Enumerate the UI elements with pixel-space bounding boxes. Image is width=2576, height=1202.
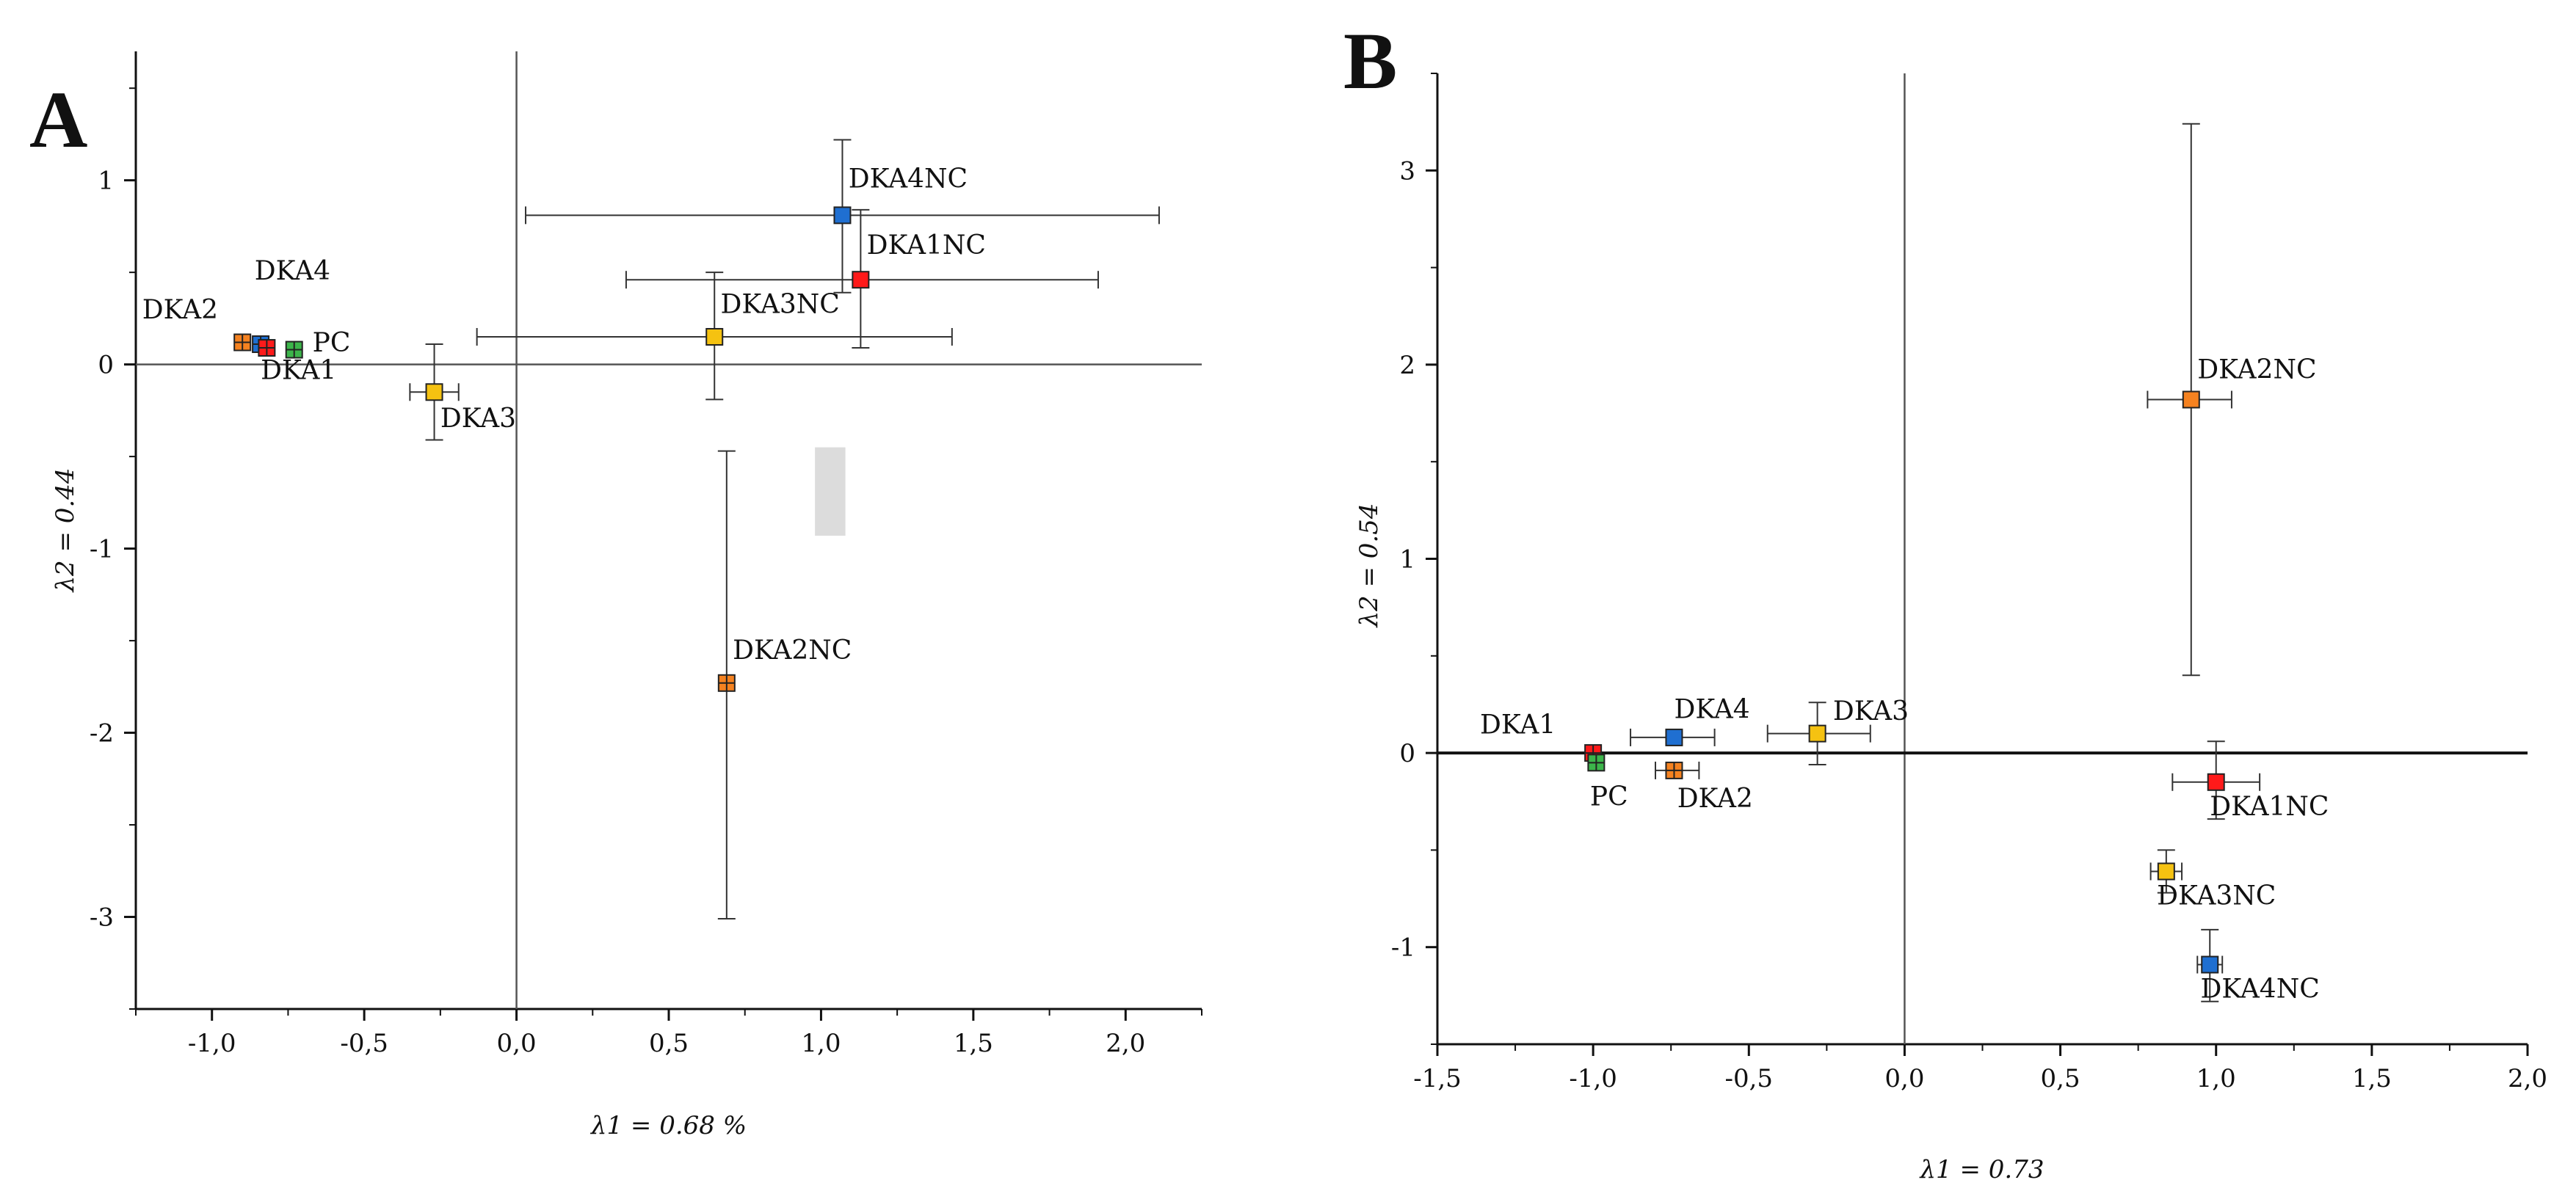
panel-b-x-tick-label: -1,5: [1413, 1064, 1462, 1093]
panel-b-dka4-label: DKA4: [1674, 694, 1749, 724]
panel-a-dka2nc-label: DKA2NC: [733, 635, 852, 666]
panel-b-pc-label: PC: [1590, 782, 1628, 812]
panel-b: B -1,5 -1,0 -0,5 0,0 0,5 1,0 1,5 2,0 3 2 1 0 -1 λ1 = 0…: [1343, 16, 2547, 1184]
panel-b-dka1nc-marker: [2207, 773, 2225, 791]
panel-b-dka2nc-marker: [2182, 390, 2200, 409]
panel-b-x-tick-label: 1,5: [2352, 1064, 2392, 1093]
panel-b-dka3-label: DKA3: [1833, 696, 1909, 726]
panel-a-dka3nc-label: DKA3NC: [721, 289, 840, 319]
panel-a-dka3nc-marker: [705, 327, 724, 346]
panel-b-x-tick-label: -0,5: [1725, 1064, 1774, 1093]
panel-a-y-tick-label: -2: [90, 719, 114, 748]
panel-a-y-tick-label: -1: [90, 535, 114, 564]
panel-a-x-tick-label: 2,0: [1106, 1029, 1145, 1058]
panel-b-dka1nc-label: DKA1NC: [2210, 792, 2329, 822]
panel-a: A -1,0 -0,5 0,0 0,5 1,0 1,5 2,0 1 0 -1 -2 -3 λ1 = 0.6…: [29, 51, 1202, 1140]
panel-b-y-axis-label: λ2 = 0.54: [1354, 503, 1384, 629]
panel-a-y-tick-label: 0: [98, 351, 114, 380]
panel-a-y-tick-label: -3: [90, 903, 114, 933]
panel-a-x-tick-label: 1,5: [954, 1029, 993, 1058]
panel-a-dka4-label: DKA4: [255, 256, 330, 286]
panel-b-x-tick-label: 1,0: [2196, 1064, 2236, 1093]
panel-b-x-axis-label: λ1 = 0.73: [1919, 1155, 2045, 1184]
panel-a-dka1nc-marker: [852, 271, 870, 289]
panel-a-y-axis-label: λ2 = 0.44: [51, 468, 80, 594]
panel-b-x-tick-label: 2,0: [2508, 1064, 2547, 1093]
panel-b-x-tick-label: -1,0: [1569, 1064, 1617, 1093]
panel-b-dka2-label: DKA2: [1677, 784, 1753, 814]
panel-a-dka1-label: DKA1: [261, 356, 336, 386]
panel-a-x-tick-label: -1,0: [188, 1029, 236, 1058]
panel-b-dka4-marker: [1665, 728, 1683, 746]
panel-b-dka4nc-marker: [2201, 955, 2219, 974]
panel-b-y-tick-label: 0: [1399, 739, 1415, 768]
panel-b-x-tick-label: 0,5: [2041, 1064, 2080, 1093]
panel-b-dka3nc-label: DKA3NC: [2157, 881, 2276, 911]
panel-b-y-tick-label: 3: [1399, 156, 1415, 186]
panel-a-x-axis-label: λ1 = 0.68 %: [589, 1111, 747, 1140]
panel-b-dka4nc-label: DKA4NC: [2201, 974, 2320, 1004]
panel-a-pc-label: PC: [313, 328, 351, 358]
panel-a-letter: A: [29, 75, 87, 164]
panel-a-x-tick-label: 0,0: [497, 1029, 537, 1058]
panel-a-y-tick-label: 1: [98, 167, 114, 196]
panel-b-dka1-label: DKA1: [1480, 710, 1556, 740]
panel-a-dka4nc-label: DKA4NC: [849, 164, 968, 194]
panel-a-grey-box: [815, 447, 846, 536]
panel-a-dka3-marker: [425, 383, 443, 401]
panel-a-x-tick-label: 0,5: [649, 1029, 689, 1058]
panel-a-dka3-label: DKA3: [440, 404, 516, 434]
panel-a-dka1nc-label: DKA1NC: [867, 230, 986, 261]
panel-a-dka4nc-marker: [833, 206, 852, 225]
panel-b-letter: B: [1343, 16, 1397, 106]
panel-b-y-tick-label: -1: [1391, 933, 1415, 963]
panel-a-x-tick-label: 1,0: [801, 1029, 841, 1058]
panel-a-dka2-label: DKA2: [142, 295, 218, 325]
panel-b-dka3nc-marker: [2157, 862, 2175, 881]
panel-b-x-tick-label: 0,0: [1884, 1064, 1924, 1093]
panel-a-x-tick-label: -0,5: [340, 1029, 388, 1058]
panel-b-dka2nc-label: DKA2NC: [2197, 354, 2316, 385]
panel-b-dka3-marker: [1808, 724, 1826, 743]
panel-b-y-tick-label: 1: [1399, 545, 1415, 575]
panel-b-y-tick-label: 2: [1399, 351, 1415, 380]
